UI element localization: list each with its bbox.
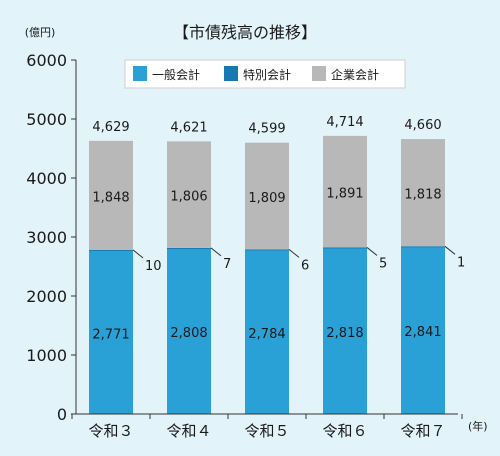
- x-tick-label: 令和３: [88, 422, 133, 440]
- bar-tokubetsu: [245, 249, 289, 251]
- data-label-total: 4,714: [326, 115, 363, 130]
- bar-ippan: [245, 249, 289, 414]
- data-label-total: 4,660: [404, 118, 441, 133]
- bar-group: 2,784 1,809 4,599 6: [245, 122, 309, 414]
- bar-ippan: [323, 247, 367, 414]
- data-label-ippan: 2,818: [326, 326, 363, 341]
- legend-swatch: [224, 66, 238, 81]
- bar-tokubetsu: [401, 246, 445, 248]
- y-axis-label: (億円): [25, 26, 56, 39]
- data-label-kigyou: 1,818: [404, 188, 441, 203]
- data-label-tokubetsu: 5: [379, 256, 387, 271]
- data-label-tokubetsu: 10: [145, 259, 162, 274]
- x-tick-label: 令和５: [244, 422, 289, 440]
- bar-kigyou: [167, 141, 211, 248]
- data-label-ippan: 2,771: [92, 327, 129, 342]
- chart-title: 【市債残高の推移】: [173, 23, 317, 42]
- bars: 2,771 1,848 4,629 10 2,808 1,806 4,621 7 2,784 1,…: [89, 115, 465, 414]
- data-label-ippan: 2,784: [248, 327, 285, 342]
- bar-ippan: [167, 248, 211, 414]
- bar-kigyou: [323, 135, 367, 248]
- leader-line: [210, 247, 222, 257]
- legend: 一般会計 特別会計 企業会計: [124, 59, 406, 89]
- data-label-total: 4,621: [170, 120, 207, 135]
- leader-line: [366, 247, 378, 256]
- bar-ippan: [401, 246, 445, 414]
- y-tick-label: 4000: [26, 169, 67, 188]
- bar-tokubetsu: [323, 247, 367, 249]
- legend-swatch: [133, 66, 147, 81]
- legend-box: [124, 59, 406, 89]
- data-label-kigyou: 1,806: [170, 190, 207, 205]
- data-label-ippan: 2,841: [404, 325, 441, 340]
- bar-kigyou: [89, 140, 133, 250]
- x-tick-label: 令和７: [400, 422, 445, 440]
- y-tick-label: 2000: [26, 287, 67, 306]
- data-label-total: 4,629: [92, 120, 129, 135]
- data-label-tokubetsu: 1: [457, 255, 465, 270]
- leader-line: [288, 248, 300, 258]
- x-tick-label: 令和４: [166, 422, 211, 440]
- y-tick-label: 1000: [26, 346, 67, 365]
- leader-line: [444, 245, 456, 255]
- data-label-tokubetsu: 7: [223, 257, 231, 272]
- x-axis-label: (年): [468, 419, 488, 433]
- bar-kigyou: [401, 139, 445, 247]
- y-tick-label: 5000: [26, 110, 67, 129]
- data-label-ippan: 2,808: [170, 326, 207, 341]
- y-tick-label: 6000: [26, 51, 67, 70]
- legend-label: 一般会計: [152, 67, 200, 82]
- x-tick-label: 令和６: [322, 422, 367, 440]
- bar-tokubetsu: [167, 247, 211, 249]
- y-tick-label: 0: [57, 405, 67, 424]
- bar-group: 2,771 1,848 4,629 10: [89, 120, 162, 414]
- data-label-total: 4,599: [248, 122, 285, 137]
- y-axis: 0 1000 2000 3000 4000 5000 6000: [26, 51, 77, 424]
- y-tick-label: 3000: [26, 228, 67, 247]
- bar-group: 2,818 1,891 4,714 5: [323, 115, 387, 414]
- bar-group: 2,808 1,806 4,621 7: [167, 120, 231, 414]
- bar-group: 2,841 1,818 4,660 1: [401, 118, 465, 414]
- bar-tokubetsu: [89, 249, 133, 251]
- data-label-kigyou: 1,809: [248, 191, 285, 206]
- data-label-tokubetsu: 6: [301, 258, 309, 273]
- legend-label: 企業会計: [331, 67, 379, 82]
- data-label-kigyou: 1,848: [92, 190, 129, 205]
- bar-ippan: [89, 250, 133, 414]
- legend-label: 特別会計: [243, 67, 291, 82]
- leader-line: [132, 249, 144, 259]
- x-axis: 令和３ 令和４ 令和５ 令和６ 令和７: [71, 413, 463, 440]
- legend-swatch: [312, 66, 326, 81]
- bar-kigyou: [245, 142, 289, 250]
- data-label-kigyou: 1,891: [326, 187, 363, 202]
